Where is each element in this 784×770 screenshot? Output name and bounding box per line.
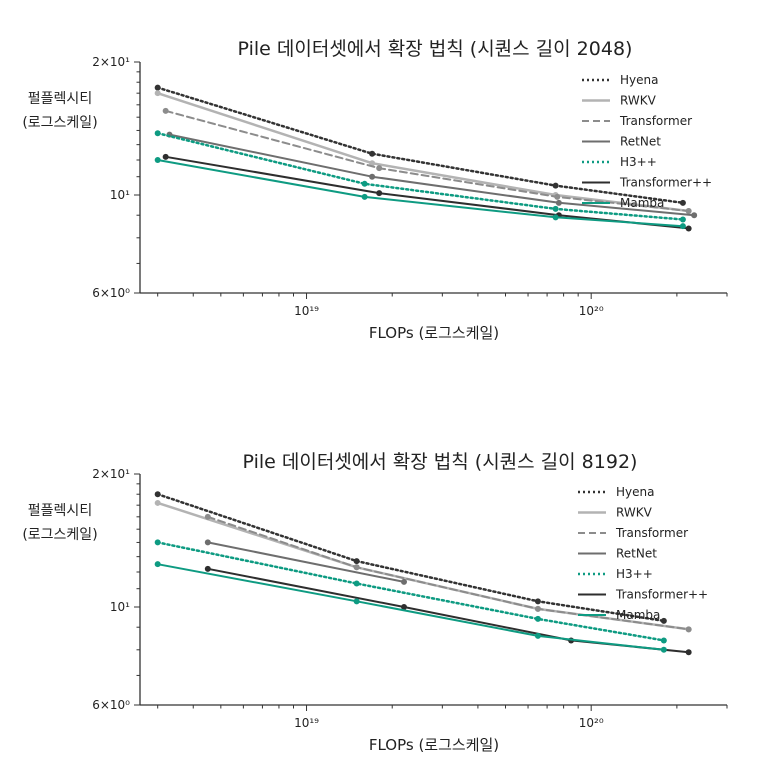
data-point [204, 513, 211, 520]
series-line-mamba [156, 159, 684, 228]
data-point [534, 598, 541, 605]
legend: Hyena RWKV Transformer RetNet H3++ Transforme… [582, 73, 712, 210]
legend-label: RWKV [616, 506, 653, 520]
data-point [154, 84, 161, 91]
plot-area: 10¹⁹ 10²⁰ 2×10¹ 10¹ 6×10⁰ Hyena RWKV Transforme… [92, 467, 728, 730]
series-line-hyena [156, 86, 685, 205]
data-point [534, 632, 541, 639]
data-point [552, 182, 559, 189]
data-point [376, 190, 383, 197]
data-point [552, 205, 559, 212]
data-point [369, 150, 376, 157]
y-tick-label: 2×10¹ [92, 55, 130, 69]
data-point [369, 173, 376, 180]
data-point [534, 615, 541, 622]
data-point [660, 646, 667, 653]
legend-label: H3++ [616, 567, 653, 581]
legend-label: Transformer++ [615, 588, 708, 602]
data-point [361, 180, 368, 187]
data-point [554, 193, 561, 200]
data-point [154, 561, 161, 568]
series-line-h3pp [156, 131, 685, 221]
y-tick-label: 6×10⁰ [92, 698, 130, 712]
chart-seq-8192: Pile 데이터셋에서 확장 법칙 (시퀀스 길이 8192) 펄플렉시티 (로… [22, 451, 728, 754]
data-point [679, 199, 686, 206]
series-line-retnet [206, 541, 405, 583]
y-tick-label: 10¹ [110, 188, 130, 202]
x-tick-label: 10²⁰ [579, 716, 604, 730]
data-point [361, 193, 368, 200]
data-point [376, 165, 383, 172]
legend-label: Transformer [619, 114, 692, 128]
data-point [679, 216, 686, 223]
data-point [353, 580, 360, 587]
x-tick-label: 10²⁰ [579, 304, 604, 318]
data-point [154, 539, 161, 546]
data-point [679, 223, 686, 230]
data-point [204, 565, 211, 572]
legend-label: Hyena [620, 73, 658, 87]
data-point [685, 649, 692, 656]
data-point [154, 491, 161, 498]
data-point [154, 499, 161, 506]
legend-label: Transformer [615, 526, 688, 540]
legend-label: Hyena [616, 485, 654, 499]
chart-title: Pile 데이터셋에서 확장 법칙 (시퀀스 길이 2048) [238, 38, 633, 60]
data-point [154, 157, 161, 164]
y-tick-label: 2×10¹ [92, 467, 130, 481]
y-axis-label-line2: (로그스케일) [22, 115, 97, 131]
data-point [204, 539, 211, 546]
data-point [685, 626, 692, 633]
data-point [401, 603, 408, 610]
chart-title: Pile 데이터셋에서 확장 법칙 (시퀀스 길이 8192) [243, 451, 638, 473]
data-point [353, 564, 360, 571]
series-line-hyena [156, 492, 666, 623]
data-point [685, 207, 692, 214]
legend-label: RWKV [620, 94, 657, 108]
x-axis-label: FLOPs (로그스케일) [369, 736, 499, 754]
series-line-transformer [164, 109, 690, 212]
data-point [162, 153, 169, 160]
x-tick-label: 10¹⁹ [294, 304, 319, 318]
legend-label: RetNet [616, 547, 657, 561]
legend-label: Transformer++ [619, 176, 712, 190]
data-point [154, 130, 161, 137]
y-axis-label-line1: 펄플렉시티 [28, 91, 92, 107]
y-axis-label-line2: (로그스케일) [22, 527, 97, 543]
data-point [691, 212, 698, 219]
series-line-transformer [206, 515, 690, 631]
data-point [534, 605, 541, 612]
data-point [555, 199, 562, 206]
data-point [685, 225, 692, 232]
plot-area: 10¹⁹ 10²⁰ 2×10¹ 10¹ 6×10⁰ Hyena RWKV Transforme… [92, 55, 728, 318]
legend: Hyena RWKV Transformer RetNet H3++ Transforme… [578, 485, 708, 622]
data-point [660, 617, 667, 624]
x-axis-label: FLOPs (로그스케일) [369, 324, 499, 342]
legend-label: Mamba [620, 196, 664, 210]
chart-seq-2048: Pile 데이터셋에서 확장 법칙 (시퀀스 길이 2048) 펄플렉시티 (로… [22, 38, 728, 342]
legend-label: Mamba [616, 608, 660, 622]
data-point [154, 90, 161, 97]
data-point [660, 637, 667, 644]
x-tick-label: 10¹⁹ [294, 716, 319, 730]
legend-label: H3++ [620, 155, 657, 169]
legend-label: RetNet [620, 135, 661, 149]
series-line-mamba [156, 563, 665, 651]
series-line-retnet [168, 133, 696, 217]
y-tick-label: 10¹ [110, 600, 130, 614]
data-point [552, 214, 559, 221]
data-point [353, 598, 360, 605]
data-point [401, 578, 408, 585]
y-tick-label: 6×10⁰ [92, 286, 130, 300]
series-line-h3pp [156, 541, 666, 642]
data-point [369, 160, 376, 167]
y-axis-label-line1: 펄플렉시티 [28, 503, 92, 519]
data-point [353, 558, 360, 565]
data-point [162, 107, 169, 114]
